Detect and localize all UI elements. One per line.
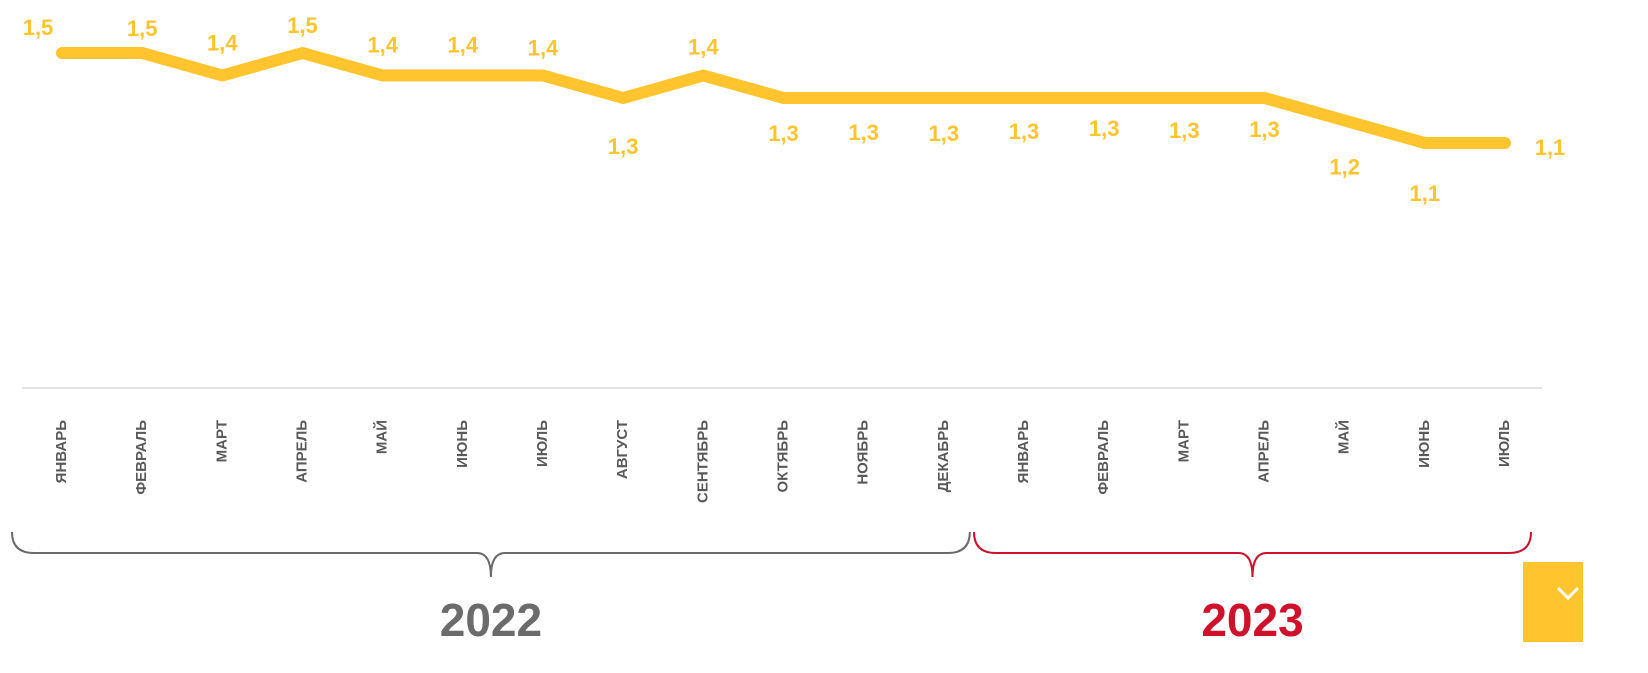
chevron-icon[interactable]: [1556, 586, 1580, 601]
x-tick-label: ИЮНЬ: [1416, 420, 1433, 468]
value-label: 1,3: [1009, 119, 1040, 144]
x-tick-label: АВГУСТ: [614, 420, 631, 479]
x-tick-label: МАЙ: [1335, 420, 1353, 454]
x-tick-label: МАРТ: [213, 420, 230, 462]
value-label: 1,4: [688, 35, 719, 60]
x-tick-label: АПРЕЛЬ: [293, 420, 310, 483]
year-brace: [973, 531, 1532, 578]
year-label: 2023: [1201, 594, 1303, 646]
x-tick-label: ИЮЛЬ: [1496, 420, 1513, 467]
value-label: 1,4: [448, 33, 479, 58]
value-label: 1,5: [23, 15, 54, 40]
year-brace: [11, 531, 971, 578]
data-line: [56, 47, 1511, 149]
value-label: 1,4: [367, 33, 398, 58]
next-button[interactable]: [1523, 562, 1583, 642]
year-label: 2022: [440, 594, 542, 646]
value-label: 1,4: [528, 36, 559, 61]
value-label: 1,5: [127, 16, 158, 41]
x-tick-label: ФЕВРАЛЬ: [133, 420, 150, 495]
x-tick-label: ЯНВАРЬ: [1015, 420, 1032, 484]
x-tick-label: МАЙ: [373, 420, 391, 454]
value-label: 1,3: [848, 120, 879, 145]
value-label: 1,3: [929, 121, 960, 146]
value-label: 1,3: [768, 121, 799, 146]
x-tick-label: ОКТЯБРЬ: [774, 420, 791, 493]
value-label: 1,3: [1169, 118, 1200, 143]
x-tick-label: ИЮЛЬ: [534, 420, 551, 467]
button-bg[interactable]: [1523, 562, 1583, 642]
value-label: 1,5: [287, 13, 318, 38]
x-tick-label: МАРТ: [1175, 420, 1192, 462]
value-label: 1,3: [1249, 117, 1280, 142]
x-tick-label: НОЯБРЬ: [855, 420, 872, 485]
value-label: 1,2: [1329, 155, 1360, 180]
value-label: 1,3: [608, 134, 639, 159]
value-label: 1,3: [1089, 116, 1120, 141]
x-tick-label: ИЮНЬ: [454, 420, 471, 468]
x-tick-label: СЕНТЯБРЬ: [694, 420, 711, 503]
value-label: 1,1: [1535, 135, 1566, 160]
x-tick-label: ФЕВРАЛЬ: [1095, 420, 1112, 495]
value-label: 1,4: [207, 31, 238, 56]
x-tick-label: АПРЕЛЬ: [1255, 420, 1272, 483]
x-tick-label: ДЕКАБРЬ: [935, 420, 952, 492]
value-label: 1,1: [1410, 181, 1441, 206]
x-tick-label: ЯНВАРЬ: [53, 420, 70, 484]
